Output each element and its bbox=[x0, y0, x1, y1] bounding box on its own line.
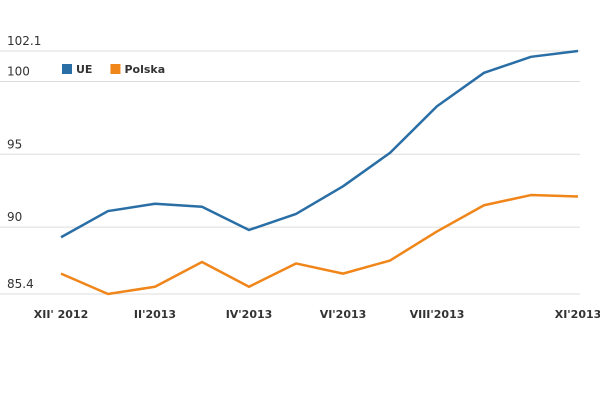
y-tick-label: 90 bbox=[7, 210, 22, 224]
series-line bbox=[60, 193, 579, 296]
x-tick-label: VI'2013 bbox=[320, 308, 367, 321]
x-tick-label: XII' 2012 bbox=[34, 308, 88, 321]
legend-swatch bbox=[110, 64, 121, 74]
series-line bbox=[60, 49, 579, 239]
legend-label: Polska bbox=[124, 63, 165, 76]
y-tick-label: 95 bbox=[7, 137, 22, 151]
y-tick-label: 100 bbox=[7, 65, 30, 79]
x-tick-label: II'2013 bbox=[134, 308, 176, 321]
y-tick-label: 102.1 bbox=[7, 34, 41, 48]
legend-swatch bbox=[62, 64, 72, 74]
legend-label: UE bbox=[76, 63, 92, 76]
x-tick-label: VIII'2013 bbox=[410, 308, 465, 321]
x-tick-label: IV'2013 bbox=[226, 308, 273, 321]
y-tick-label: 85.4 bbox=[7, 277, 34, 291]
x-tick-label: XI'2013 bbox=[555, 308, 600, 321]
